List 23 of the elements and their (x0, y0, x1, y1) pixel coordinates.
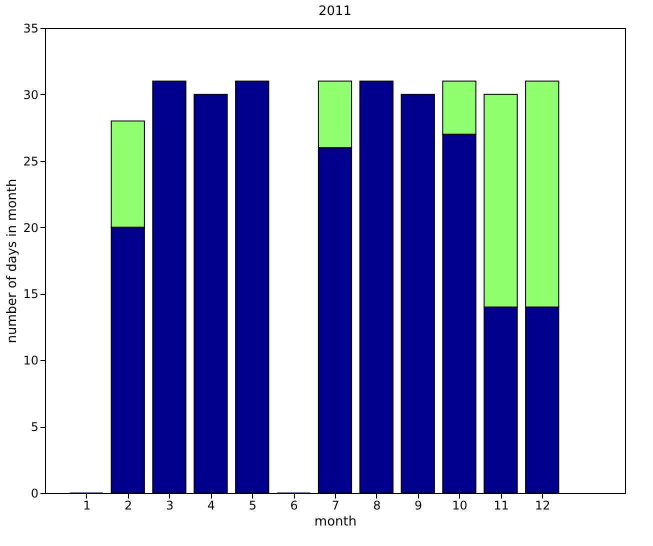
x-tick-label: 6 (290, 498, 298, 512)
chart-title: 2011 (318, 4, 352, 19)
x-tick-label: 8 (373, 498, 381, 512)
x-tick-label: 1 (83, 498, 91, 512)
x-tick-label: 2 (124, 498, 132, 512)
x-axis-title: month (314, 514, 357, 530)
x-tick-label: 7 (332, 498, 340, 512)
x-tick-label: 11 (494, 498, 509, 512)
y-axis-title: number of days in month (5, 178, 20, 344)
y-tick-label: 30 (23, 88, 38, 102)
y-tick-label: 15 (23, 287, 38, 302)
y-tick-label: 20 (23, 220, 38, 235)
x-tick-label: 10 (452, 498, 468, 512)
x-tick-label: 12 (535, 498, 550, 512)
x-tick-label: 4 (207, 498, 216, 512)
y-tick-label: 35 (23, 22, 38, 36)
y-tick-label: 25 (23, 154, 38, 168)
x-tick-label: 9 (414, 498, 422, 512)
y-tick-label: 0 (30, 486, 38, 500)
x-tick-label: 5 (248, 498, 256, 512)
x-tick-label: 3 (166, 498, 174, 512)
y-tick-label: 5 (30, 420, 38, 434)
y-tick-label: 10 (23, 354, 38, 368)
